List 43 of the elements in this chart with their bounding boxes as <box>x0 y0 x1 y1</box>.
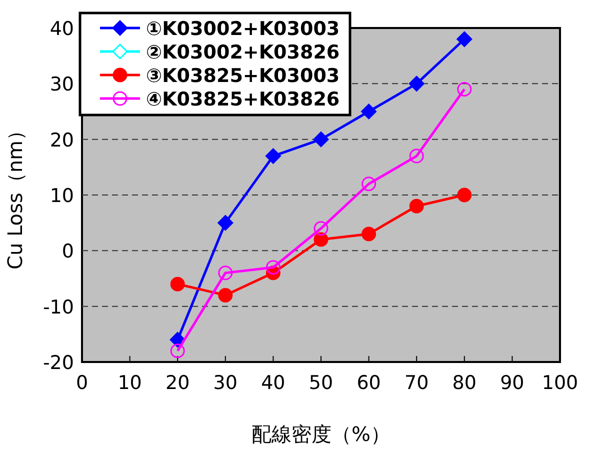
point <box>218 288 233 302</box>
point <box>218 266 233 280</box>
x-tick-label: 50 <box>308 372 334 394</box>
y-tick-label: -10 <box>42 296 74 318</box>
point <box>218 215 234 231</box>
point <box>170 276 185 292</box>
point <box>265 148 281 164</box>
legend-label: ②K03002+K03826 <box>146 42 340 64</box>
point <box>314 232 328 247</box>
x-tick-label: 40 <box>261 372 286 394</box>
x-tick-label: 70 <box>404 372 429 394</box>
y-tick-label: 30 <box>50 74 74 96</box>
legend-label: ③K03825+K03003 <box>146 65 340 87</box>
point <box>457 82 472 96</box>
x-tick-label: 30 <box>213 372 238 394</box>
point <box>409 148 424 164</box>
point <box>170 344 185 358</box>
x-axis-title: 配線密度（%） <box>251 422 391 446</box>
x-tick-label: 60 <box>356 372 381 394</box>
y-tick-label: -20 <box>42 352 74 374</box>
point <box>361 104 377 120</box>
x-tick-label: 90 <box>500 372 524 394</box>
point <box>313 132 329 148</box>
point <box>314 221 328 236</box>
point <box>266 260 280 275</box>
point <box>457 188 472 202</box>
x-tick-label: 20 <box>166 372 190 394</box>
y-axis-title: Cu Loss（nm） <box>3 120 27 270</box>
legend-label: ④K03825+K03826 <box>146 88 340 110</box>
point <box>362 226 376 242</box>
legend-label: ①K03002+K03003 <box>146 18 340 40</box>
point <box>408 76 424 92</box>
x-tick-label: 100 <box>542 372 578 394</box>
y-tick-label: 0 <box>62 240 74 263</box>
y-tick-label: 20 <box>50 129 74 152</box>
x-tick-label: 80 <box>452 372 476 394</box>
point <box>456 31 472 47</box>
y-tick-label: 10 <box>50 185 74 207</box>
point <box>409 198 424 214</box>
x-tick-label: 10 <box>118 372 142 394</box>
y-tick-label: 40 <box>50 18 74 40</box>
x-tick-label: 0 <box>76 372 88 394</box>
point <box>362 176 376 192</box>
